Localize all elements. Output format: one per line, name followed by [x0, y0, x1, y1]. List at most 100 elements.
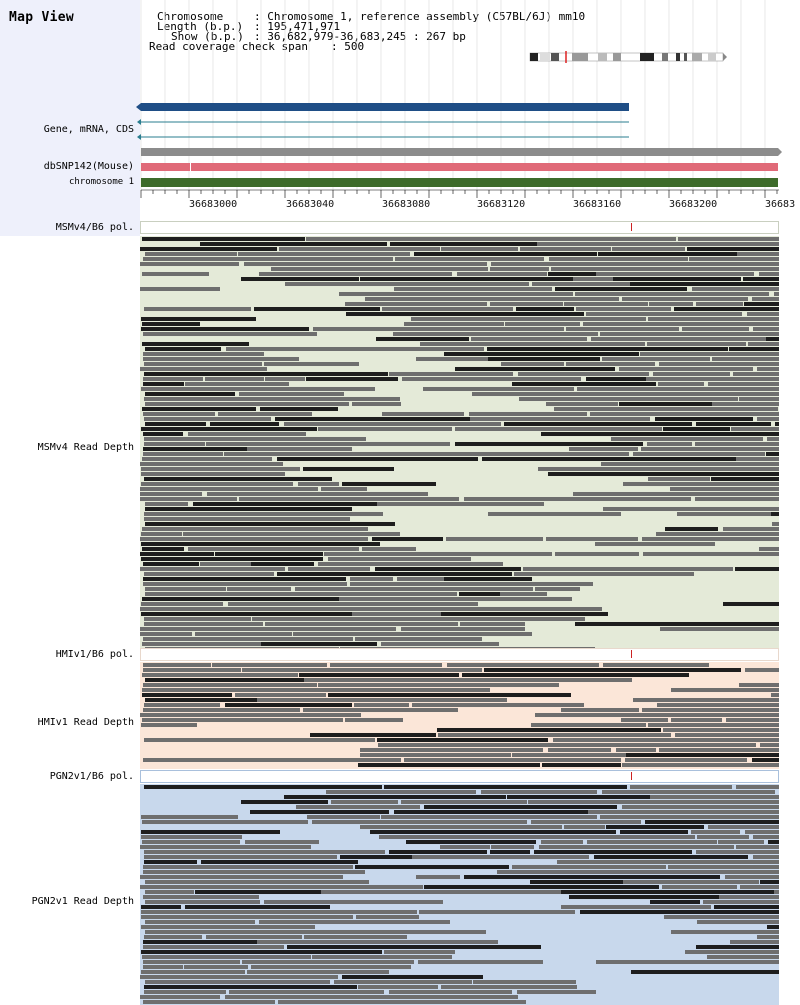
read-segment: [519, 397, 738, 401]
read-segment: [757, 935, 779, 939]
read-segment: [141, 970, 245, 974]
read-segment: [707, 955, 779, 959]
genome-track-canvas[interactable]: [0, 0, 800, 236]
read-segment: [264, 362, 359, 366]
read-segment: [143, 577, 346, 581]
read-segment: [444, 352, 639, 356]
read-segment: [548, 830, 616, 834]
left-panel: [0, 0, 140, 236]
read-segment: [745, 815, 779, 819]
hmi-read-depth-panel[interactable]: [140, 662, 779, 769]
read-segment: [745, 830, 779, 834]
read-segment: [464, 875, 720, 879]
read-segment: [588, 810, 732, 814]
read-segment: [225, 703, 352, 707]
read-segment: [671, 718, 722, 722]
read-segment: [212, 663, 327, 667]
read-segment: [505, 322, 580, 326]
read-segment: [360, 825, 562, 829]
read-segment: [224, 452, 418, 456]
chromosome-ideogram-icon: [529, 51, 727, 63]
read-segment: [227, 592, 457, 596]
read-segment: [236, 637, 353, 641]
read-segment: [675, 312, 742, 316]
read-segment: [633, 452, 765, 456]
read-segment: [143, 357, 299, 361]
read-segment: [145, 522, 395, 526]
read-segment: [441, 612, 608, 616]
read-segment: [275, 417, 470, 421]
read-segment: [144, 442, 205, 446]
read-segment: [603, 507, 779, 511]
read-segment: [142, 527, 200, 531]
read-segment: [414, 252, 597, 256]
msm-read-depth-panel[interactable]: [140, 236, 779, 654]
read-segment: [470, 417, 650, 421]
read-segment: [358, 763, 540, 767]
read-segment: [774, 890, 779, 894]
pgn-read-depth-panel[interactable]: [140, 784, 779, 1005]
read-segment: [455, 427, 662, 431]
read-segment: [141, 815, 238, 819]
read-segment: [142, 688, 186, 692]
read-segment: [397, 577, 444, 581]
read-segment: [656, 532, 779, 536]
read-segment: [441, 985, 577, 989]
read-segment: [621, 718, 668, 722]
read-segment: [199, 437, 366, 441]
read-segment: [602, 790, 775, 794]
read-segment: [145, 930, 326, 934]
read-segment: [352, 402, 401, 406]
read-segment: [538, 467, 779, 471]
read-segment: [537, 242, 779, 246]
read-segment: [404, 758, 581, 762]
read-segment: [384, 785, 627, 789]
msm-pol-bar: [140, 221, 779, 234]
read-segment: [142, 237, 305, 241]
read-segment: [663, 728, 779, 732]
read-segment: [725, 875, 779, 879]
read-segment: [225, 995, 331, 999]
gene-track[interactable]: [136, 103, 629, 140]
read-segment: [573, 492, 706, 496]
read-segment: [356, 915, 419, 919]
read-segment: [141, 925, 315, 929]
show-value: : 36,682,979-36,683,245 : 267 bp: [254, 30, 466, 43]
read-segment: [362, 547, 416, 551]
read-segment: [145, 252, 237, 256]
snp-bar: [141, 163, 778, 171]
read-segment: [184, 965, 248, 969]
read-segment: [145, 422, 206, 426]
read-segment: [141, 557, 323, 561]
read-segment: [247, 447, 352, 451]
read-segment: [143, 1000, 275, 1004]
read-segment: [482, 457, 736, 461]
read-segment: [406, 840, 536, 844]
read-segment: [143, 447, 247, 451]
read-segment: [228, 602, 478, 606]
read-segment: [665, 527, 718, 531]
read-segment: [772, 522, 779, 526]
map-view-title: Map View: [9, 10, 75, 25]
read-segment: [140, 552, 214, 556]
read-segment: [384, 950, 455, 954]
read-segment: [259, 920, 450, 924]
read-segment: [766, 337, 779, 341]
read-segment: [287, 945, 541, 949]
read-segment: [145, 900, 260, 904]
read-segment: [247, 970, 389, 974]
read-segment: [140, 975, 338, 979]
read-segment: [375, 567, 521, 571]
read-segment: [360, 277, 573, 281]
read-segment: [307, 815, 380, 819]
read-segment: [491, 683, 559, 687]
read-segment: [284, 422, 501, 426]
read-segment: [145, 392, 235, 396]
read-segment: [200, 527, 368, 531]
read-segment: [640, 352, 706, 356]
read-segment: [416, 357, 488, 361]
read-segment: [140, 567, 285, 571]
read-segment: [218, 412, 312, 416]
read-segment: [703, 900, 779, 904]
ruler-tick-label: 36683: [765, 199, 796, 210]
